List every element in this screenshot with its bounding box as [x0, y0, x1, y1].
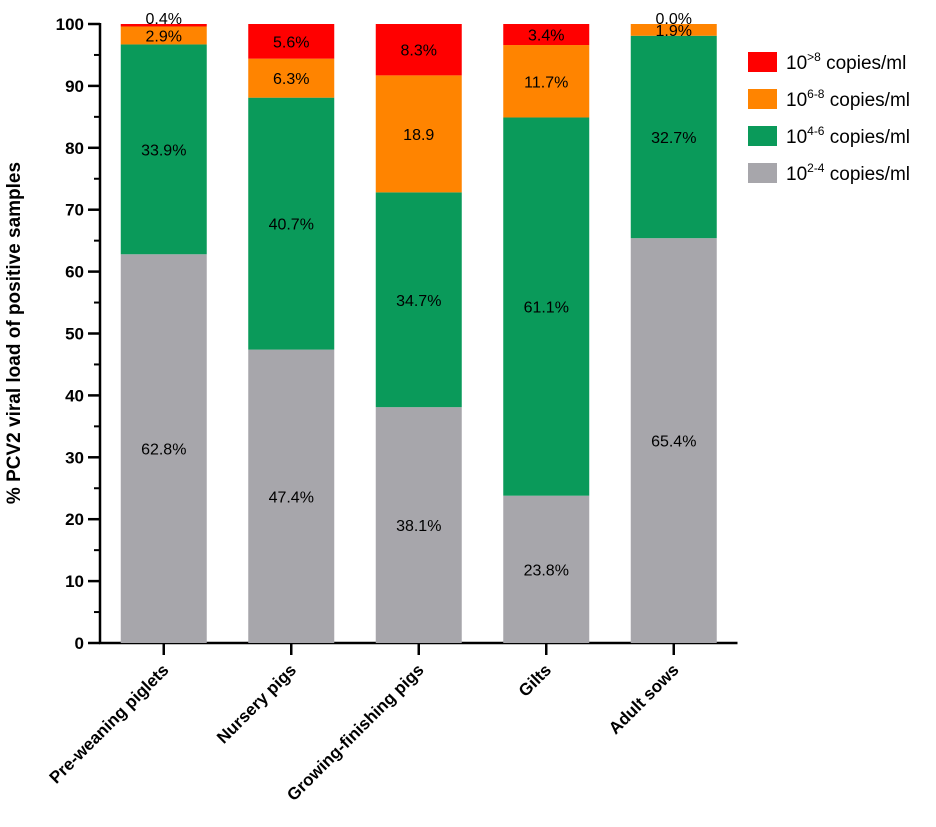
bar-segment-label: 65.4% — [651, 434, 696, 451]
legend-label: 102-4 copies/ml — [786, 161, 910, 185]
y-tick-label: 0 — [75, 634, 84, 653]
y-tick-label: 90 — [65, 77, 84, 96]
y-tick-label: 40 — [65, 386, 84, 405]
x-category-label: Adult sows — [605, 660, 683, 738]
bar-segment-label: 62.8% — [141, 442, 186, 459]
bar-segment — [120, 254, 207, 643]
bar-segment-label: 6.3% — [273, 71, 309, 88]
bar-segment — [503, 495, 590, 643]
legend-label: 106-8 copies/ml — [786, 87, 910, 111]
y-tick-label: 100 — [56, 15, 84, 34]
bar-segment-label: 0.0% — [656, 11, 692, 28]
bar-segment-label: 0.4% — [146, 11, 182, 28]
bar-segment-label: 1.9% — [656, 23, 692, 40]
bar-segment — [120, 44, 207, 255]
bar-segment-label: 40.7% — [269, 217, 314, 234]
bar-segment-label: 5.6% — [273, 34, 309, 51]
y-tick-label: 50 — [65, 325, 84, 344]
bars-group — [120, 24, 717, 643]
bar-segment-label: 18.9 — [403, 127, 434, 144]
bar-segment-label: 11.7% — [524, 74, 568, 91]
bar-segment-label: 32.7% — [651, 130, 696, 147]
y-tick-label: 10 — [65, 572, 84, 591]
bar-segment — [503, 45, 590, 118]
legend-swatch — [748, 126, 777, 146]
bar-segment-label: 2.9% — [146, 28, 182, 45]
bar-segment — [248, 349, 335, 643]
bar-segment — [248, 58, 335, 98]
bar-segment — [120, 26, 207, 45]
bar-segment — [248, 97, 335, 350]
legend-label: 10>8 copies/ml — [786, 50, 906, 74]
legend: 10>8 copies/ml 106-8 copies/ml 104-6 copie… — [748, 50, 910, 185]
bar-segment-label: 23.8% — [524, 562, 569, 579]
bar-segment — [248, 24, 335, 59]
bar-segment-label: 61.1% — [524, 300, 569, 317]
bar-segment — [630, 35, 717, 239]
y-axis-title: % PCV2 viral load of positive samples — [4, 162, 25, 504]
bar-segment — [375, 407, 462, 643]
bar-segment — [375, 24, 462, 76]
legend-swatch — [748, 52, 777, 72]
bar-segment — [630, 238, 717, 643]
bar-segment-label: 8.3% — [401, 43, 437, 60]
bar-segment-label: 38.1% — [396, 518, 441, 535]
x-category-label: Gilts — [515, 660, 555, 700]
x-category-label: Growing-finishing pigs — [283, 660, 427, 804]
y-tick-label: 30 — [65, 448, 84, 467]
legend-swatch — [748, 89, 777, 109]
y-tick-label: 20 — [65, 510, 84, 529]
bar-segment-label: 34.7% — [396, 293, 441, 310]
y-tick-label: 70 — [65, 201, 84, 220]
x-category-label: Nursery pigs — [213, 660, 300, 747]
legend-swatch — [748, 163, 777, 183]
segment-labels-group: 62.8% 33.9% 2.9%0.4% 47.4% 40.7% 6.3% 5.6% 38.1… — [141, 11, 696, 580]
bar-segment — [630, 24, 717, 36]
bar-segment — [503, 24, 590, 46]
bar-segment — [375, 192, 462, 408]
bar-segment-label: 47.4% — [269, 489, 314, 506]
y-tick-label: 80 — [65, 139, 84, 158]
bar-segment — [375, 75, 462, 193]
legend-label: 104-6 copies/ml — [786, 124, 910, 148]
bar-segment — [120, 24, 207, 27]
axes-group: 0 10 20 30 40 50 60 70 80 90 100 % PCV2 viral load … — [4, 15, 738, 805]
y-tick-label: 60 — [65, 263, 84, 282]
bar-segment-label: 33.9% — [141, 142, 186, 159]
bar-segment — [503, 117, 590, 496]
bar-segment-label: 3.4% — [528, 28, 564, 45]
x-category-label: Pre-weaning piglets — [46, 660, 173, 787]
